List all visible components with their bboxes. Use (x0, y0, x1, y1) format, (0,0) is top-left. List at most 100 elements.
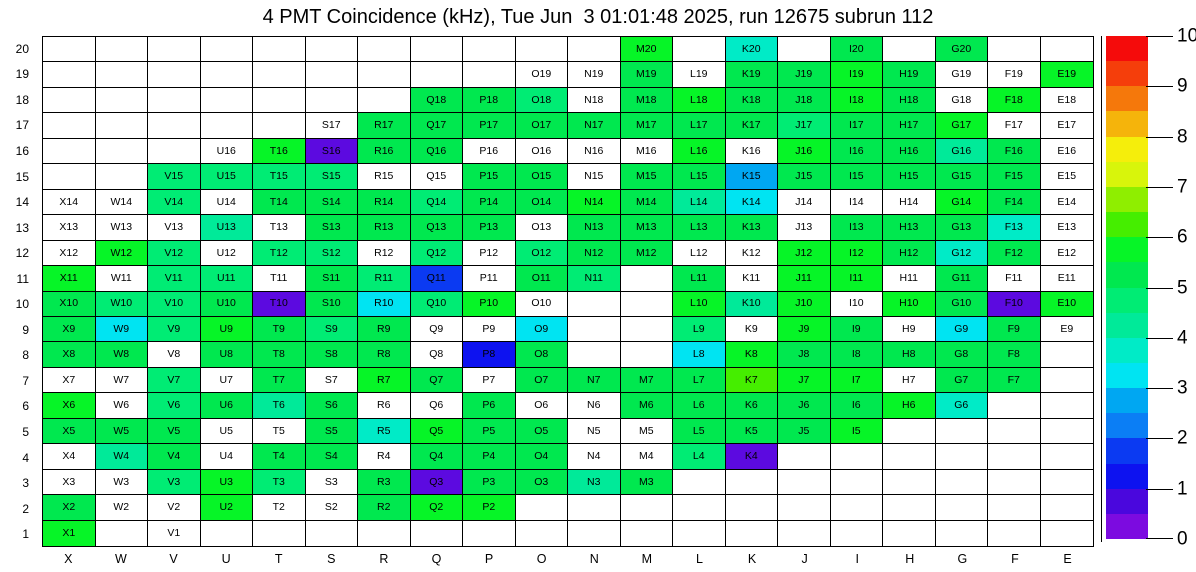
heatmap-cell (830, 495, 883, 521)
heatmap-cell: L16 (673, 138, 726, 165)
heatmap-cell (778, 520, 831, 546)
heatmap-cell: T15 (253, 164, 306, 190)
heatmap-cell: I20 (830, 37, 883, 63)
colorbar-axis-line (1101, 36, 1102, 542)
y-axis-label: 20 (15, 41, 29, 56)
heatmap-cell: M5 (620, 418, 673, 445)
heatmap-cell: F7 (988, 367, 1041, 394)
heatmap-cell: E16 (1040, 138, 1093, 165)
heatmap-cell: F13 (988, 215, 1041, 241)
heatmap-cell: U12 (200, 240, 253, 267)
heatmap-cell: L5 (673, 418, 726, 445)
colorbar-band (1106, 186, 1148, 213)
heatmap-cell: R15 (358, 164, 411, 190)
heatmap-cell: N17 (568, 113, 621, 139)
heatmap-cell: I5 (830, 418, 883, 445)
heatmap-cell: U3 (200, 469, 253, 496)
heatmap-grid: M20 K20 I20 G20 O19 N19 M19 L19 K19 J19 I19 H19 G19 F… (42, 36, 1094, 547)
colorbar-tick (1146, 538, 1173, 539)
y-axis-label: 3 (22, 476, 29, 491)
heatmap-cell: V9 (148, 316, 201, 343)
x-axis-label: P (484, 552, 494, 566)
heatmap-cell: I10 (830, 291, 883, 317)
heatmap-cell: K20 (725, 37, 778, 63)
heatmap-cell (1040, 444, 1093, 470)
colorbar-band (1106, 337, 1148, 363)
heatmap-cell: Q11 (410, 266, 463, 292)
heatmap-cell: W11 (95, 266, 148, 292)
heatmap-cell: J10 (778, 291, 831, 317)
heatmap-cell: P11 (463, 266, 516, 292)
heatmap-cell (778, 495, 831, 521)
heatmap-cell (463, 37, 516, 63)
heatmap-cell: K5 (725, 418, 778, 445)
heatmap-cell: H18 (883, 87, 936, 114)
heatmap-cell: S3 (305, 469, 358, 496)
heatmap-cell: R11 (358, 266, 411, 292)
heatmap-cell: S16 (305, 138, 358, 165)
heatmap-cell (936, 520, 988, 546)
heatmap-cell: L8 (673, 342, 726, 368)
heatmap-cell (96, 520, 148, 546)
heatmap-cell: V4 (148, 444, 201, 470)
heatmap-cell: O8 (515, 342, 568, 368)
heatmap-cell (200, 62, 253, 88)
heatmap-cell: V8 (148, 342, 201, 368)
heatmap-cell: Q18 (410, 87, 463, 114)
heatmap-cell: F16 (988, 138, 1041, 165)
x-axis-label: V (169, 552, 178, 566)
heatmap-cell: T13 (253, 215, 306, 241)
heatmap-cell: G12 (935, 240, 988, 267)
heatmap-cell: E15 (1040, 164, 1093, 190)
heatmap-cell: F17 (988, 113, 1041, 139)
heatmap-cell: H14 (883, 189, 936, 216)
heatmap-cell: M17 (620, 113, 673, 139)
heatmap-cell (935, 444, 988, 470)
colorbar-band (1106, 85, 1148, 112)
heatmap-cell: E12 (1040, 240, 1093, 267)
heatmap-cell (1040, 342, 1093, 368)
heatmap-cell: W9 (95, 316, 148, 343)
heatmap-cell: N3 (568, 469, 621, 496)
heatmap-cell (1040, 37, 1093, 63)
heatmap-cell: Q4 (410, 444, 463, 470)
heatmap-cell: S7 (305, 367, 358, 394)
heatmap-cell (43, 37, 96, 63)
heatmap-cell: O16 (515, 138, 568, 165)
heatmap-cell (778, 444, 831, 470)
heatmap-cell: M7 (620, 367, 673, 394)
heatmap-cell: H16 (883, 138, 936, 165)
x-axis-label: O (536, 552, 547, 566)
y-axis-label: 19 (15, 67, 29, 82)
heatmap-cell: W7 (95, 367, 148, 394)
heatmap-cell: N15 (568, 164, 621, 190)
heatmap-cell: K11 (725, 266, 778, 292)
heatmap-cell: O18 (515, 87, 568, 114)
heatmap-cell (620, 342, 673, 368)
colorbar-band (1106, 437, 1148, 464)
heatmap-cell: U8 (200, 342, 253, 368)
heatmap-cell (1040, 419, 1093, 445)
heatmap-cell: L17 (673, 113, 726, 139)
heatmap-cell (95, 138, 148, 165)
x-axis-label: J (801, 552, 808, 566)
heatmap-cell (830, 444, 883, 470)
heatmap-cell: K4 (725, 444, 778, 470)
heatmap-cell: S17 (305, 113, 358, 139)
x-axis-label: F (1011, 552, 1019, 566)
heatmap-cell (831, 520, 883, 546)
heatmap-cell (253, 87, 306, 114)
x-axis-label: H (905, 552, 915, 566)
colorbar-band (1106, 488, 1148, 514)
heatmap-cell: G19 (935, 62, 988, 88)
heatmap-cell (148, 62, 201, 88)
heatmap-cell: G15 (935, 164, 988, 190)
heatmap-cell: X11 (43, 266, 96, 292)
heatmap-cell: P18 (463, 87, 516, 114)
heatmap-cell: L9 (673, 316, 726, 343)
heatmap-cell: M6 (620, 393, 673, 419)
heatmap-cell: J11 (778, 266, 831, 292)
heatmap-cell: T5 (253, 418, 306, 445)
